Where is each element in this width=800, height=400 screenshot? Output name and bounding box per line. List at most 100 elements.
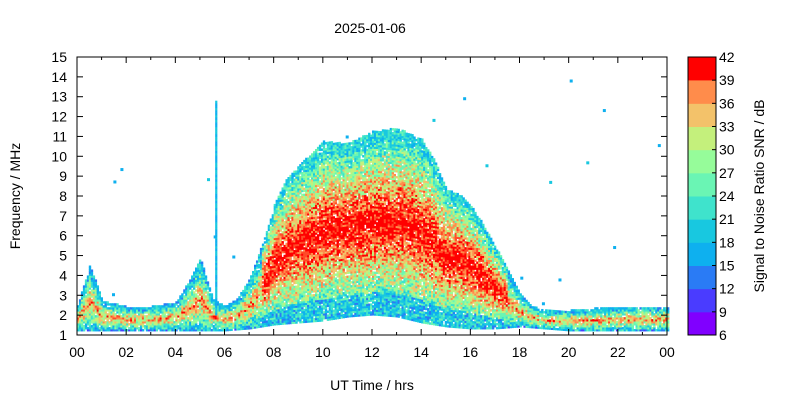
heatmap-cell: [240, 303, 243, 307]
heatmap-cell: [204, 291, 208, 294]
heatmap-cell: [185, 327, 188, 330]
heatmap-cell: [181, 295, 184, 298]
heatmap-cell: [183, 317, 186, 320]
heatmap-cell: [224, 311, 227, 314]
heatmap-cell: [157, 321, 160, 324]
heatmap-cell: [198, 329, 202, 332]
heatmap-cell: [259, 313, 263, 316]
heatmap-cell: [220, 325, 223, 328]
heatmap-cell: [271, 303, 275, 306]
heatmap-cell: [283, 215, 286, 218]
heatmap-cell: [134, 327, 137, 330]
heatmap-cell: [287, 288, 290, 291]
heatmap-cell: [200, 329, 204, 332]
heatmap-cell: [206, 315, 210, 318]
heatmap-cell: [216, 311, 219, 314]
heatmap-cell: [287, 190, 290, 194]
heatmap-cell: [226, 309, 229, 312]
heatmap-cell: [281, 312, 284, 315]
heatmap-cell: [293, 240, 296, 243]
heatmap-cell: [82, 293, 86, 296]
heatmap-cell: [281, 199, 284, 202]
heatmap-cell: [226, 313, 229, 316]
heatmap-cell: [252, 306, 255, 310]
heatmap-cell: [143, 307, 147, 310]
heatmap-cell: [130, 325, 133, 328]
heatmap-cell: [236, 316, 239, 319]
heatmap-cell: [242, 317, 245, 321]
heatmap-cell: [193, 273, 196, 276]
heatmap-cell: [206, 321, 210, 324]
heatmap-cell: [132, 311, 135, 314]
heatmap-cell: [193, 279, 196, 282]
heatmap-cell: [263, 290, 267, 294]
heatmap-cell: [263, 265, 267, 268]
heatmap-cell: [265, 306, 269, 309]
heatmap-cell: [77, 329, 80, 332]
heatmap-cell: [204, 299, 208, 302]
heatmap-cell: [92, 303, 96, 306]
heatmap-cell: [198, 261, 202, 264]
heatmap-cell: [259, 283, 263, 286]
heatmap-cell: [293, 210, 296, 213]
heatmap-cell: [255, 286, 259, 289]
heatmap-cell: [92, 293, 96, 296]
heatmap-cell: [106, 321, 109, 324]
heatmap-cell: [287, 234, 290, 237]
heatmap-cell: [295, 170, 298, 173]
heatmap-cell: [195, 309, 198, 312]
heatmap-cell: [102, 315, 105, 318]
heatmap-cell: [287, 298, 290, 301]
heatmap-cell: [283, 322, 286, 325]
heatmap-cell: [200, 267, 204, 270]
heatmap-cell: [277, 245, 280, 248]
heatmap-cell: [220, 327, 223, 330]
heatmap-cell: [295, 204, 298, 207]
heatmap-cell: [273, 283, 277, 286]
heatmap-cell: [254, 314, 257, 317]
heatmap-cell: [275, 271, 278, 274]
heatmap-cell: [291, 178, 294, 182]
heatmap-cell: [196, 311, 200, 314]
heatmap-cell: [275, 209, 278, 213]
heatmap-cell: [293, 263, 296, 267]
heatmap-cell: [285, 193, 288, 196]
heatmap-cell: [185, 289, 188, 292]
heatmap-cell: [271, 251, 275, 255]
heatmap-cell: [283, 280, 286, 283]
heatmap-cell: [267, 312, 271, 315]
heatmap-cell: [200, 293, 204, 296]
heatmap-cell: [248, 293, 251, 296]
heatmap-cell: [293, 220, 296, 223]
heatmap-cell: [277, 294, 280, 298]
heatmap-cell: [273, 261, 277, 264]
heatmap-cell: [124, 319, 127, 322]
heatmap-cell: [269, 307, 273, 311]
heatmap-cell: [108, 323, 111, 326]
heatmap-cell: [206, 325, 210, 328]
heatmap-cell: [198, 265, 202, 268]
heatmap-cell: [295, 228, 298, 231]
heatmap-cell: [132, 323, 135, 326]
heatmap-cell: [118, 319, 121, 322]
heatmap-cell: [171, 329, 174, 332]
heatmap-cell: [224, 307, 227, 310]
heatmap-cell: [110, 317, 113, 320]
heatmap-cell: [275, 309, 278, 312]
heatmap-cell: [80, 299, 84, 302]
heatmap-cell: [220, 307, 223, 310]
heatmap-cell: [263, 275, 267, 278]
heatmap-cell: [273, 209, 277, 213]
heatmap-cell: [171, 321, 174, 324]
heatmap-cell: [177, 307, 180, 310]
heatmap-cell: [275, 203, 278, 207]
heatmap-cell: [116, 321, 119, 324]
heatmap-cell: [273, 301, 277, 304]
heatmap-cell: [271, 317, 275, 320]
heatmap-cell: [159, 327, 162, 330]
heatmap-cell: [259, 273, 263, 277]
heatmap-cell: [169, 311, 172, 314]
heatmap-cell: [92, 279, 96, 282]
heatmap-cell: [185, 301, 188, 304]
heatmap-cell: [212, 315, 216, 318]
